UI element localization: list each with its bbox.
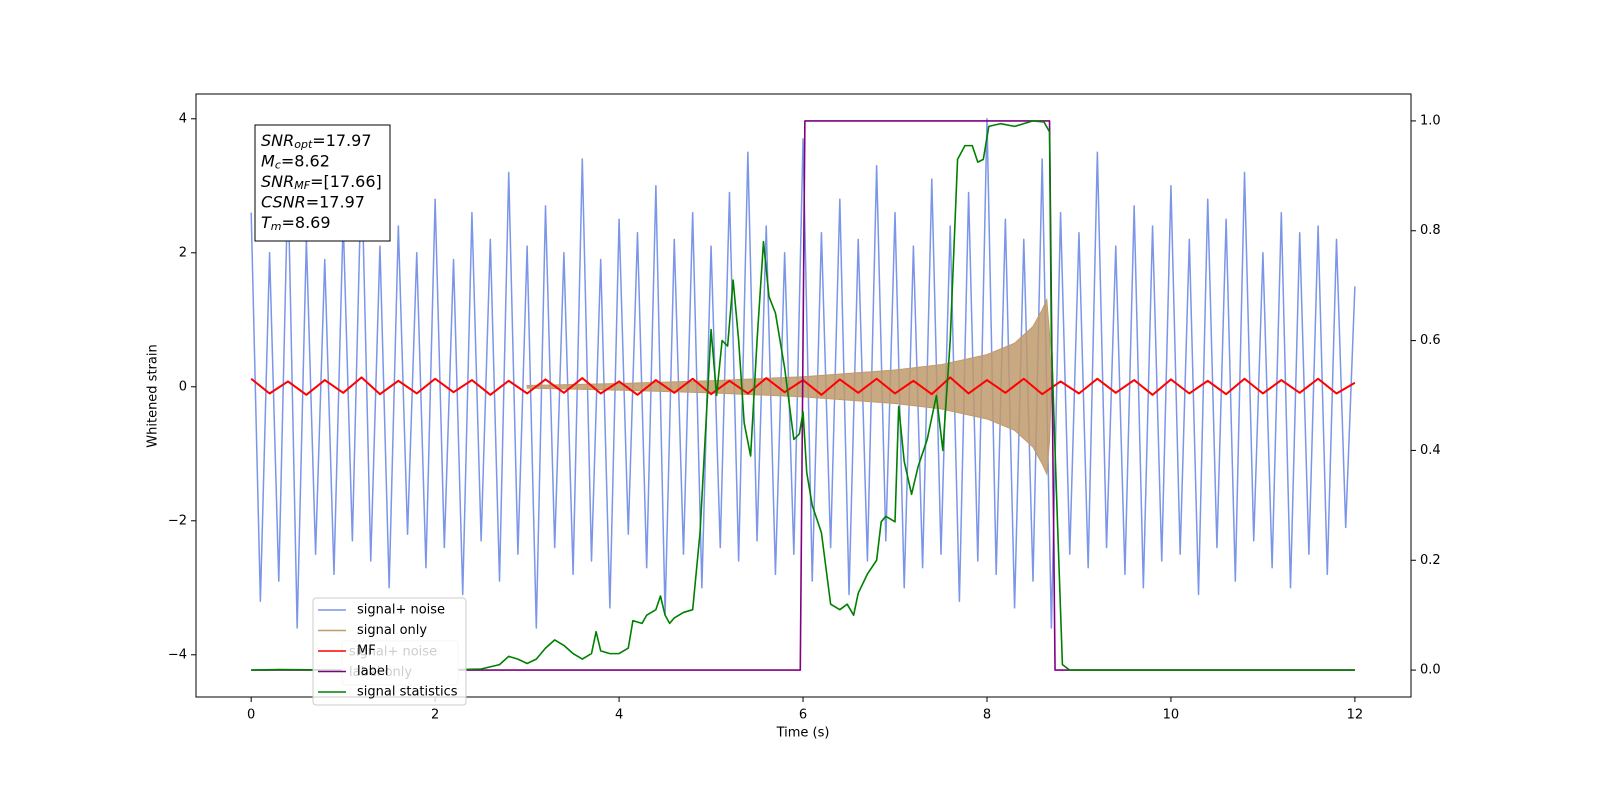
annotation-line: Mc=8.62 xyxy=(261,151,330,172)
signal-envelope xyxy=(526,297,1052,476)
x-tick-label: 0 xyxy=(247,708,255,723)
annotation-subscript: MF xyxy=(294,179,310,192)
legend: signal+ noise signal only MF label signal st… xyxy=(312,597,467,706)
y2-tick-label: 0.8 xyxy=(1420,223,1441,238)
legend-label: label xyxy=(357,664,388,679)
annotation-value: =[17.66] xyxy=(310,172,382,191)
x-tick-label: 6 xyxy=(799,708,807,723)
annotation-subscript: opt xyxy=(294,138,313,151)
series-line xyxy=(250,118,1356,629)
annotation-line: CSNR=17.97 xyxy=(261,192,365,211)
annotation-line: Tm=8.69 xyxy=(261,213,331,234)
annotation-value: =8.69 xyxy=(282,213,331,232)
y-tick-label: 4 xyxy=(179,111,187,126)
legend-label: signal statistics xyxy=(357,685,458,700)
annotation-subscript: c xyxy=(275,159,281,172)
annotation-line: SNRMF=[17.66] xyxy=(261,172,382,193)
annotation-symbol: M xyxy=(261,151,275,170)
legend-label: signal+ noise xyxy=(357,603,445,618)
y2-tick-label: 0.6 xyxy=(1420,333,1441,348)
annotation-value: =17.97 xyxy=(312,131,371,150)
y2-tick-label: 0.2 xyxy=(1420,553,1441,568)
annotation-value: =8.62 xyxy=(281,151,330,170)
annotation-frame xyxy=(254,124,391,242)
y-tick-label: 2 xyxy=(179,245,187,260)
plot-frame xyxy=(195,93,1412,698)
annotation-subscript: m xyxy=(271,220,282,233)
axes: 0 2 4 6 8 10 12 −4 −2 0 2 4 0.0 0.2 0.4 0.6 0.8 1.0 xyxy=(168,111,1441,722)
y-axis-label: Whitened strain xyxy=(146,344,161,447)
x-tick-label: 10 xyxy=(1163,708,1180,723)
y-tick-label: −2 xyxy=(168,513,187,528)
annotation-value: =17.97 xyxy=(306,192,365,211)
plot-area xyxy=(250,118,1356,671)
y-tick-label: 0 xyxy=(179,379,187,394)
legend-label: signal only xyxy=(357,623,427,638)
series-line xyxy=(251,120,1355,671)
legend-box xyxy=(312,597,467,706)
annotation-symbol: CSNR xyxy=(261,192,306,211)
y2-tick-label: 1.0 xyxy=(1420,113,1441,128)
y-tick-label: −4 xyxy=(168,647,187,662)
annotation-box: SNRopt=17.97Mc=8.62SNRMF=[17.66]CSNR=17.… xyxy=(254,124,391,242)
x-tick-label: 12 xyxy=(1347,708,1364,723)
y2-tick-label: 0.4 xyxy=(1420,443,1441,458)
x-tick-label: 8 xyxy=(983,708,991,723)
annotation-symbol: SNR xyxy=(261,131,294,150)
annotation-line: SNRopt=17.97 xyxy=(261,131,372,152)
x-tick-label: 4 xyxy=(615,708,623,723)
x-tick-label: 2 xyxy=(431,708,439,723)
annotation-symbol: T xyxy=(261,213,272,232)
y2-tick-label: 0.0 xyxy=(1420,663,1441,678)
x-axis-label: Time (s) xyxy=(776,726,830,741)
legend-label: MF xyxy=(357,644,376,659)
annotation-symbol: SNR xyxy=(261,172,294,191)
